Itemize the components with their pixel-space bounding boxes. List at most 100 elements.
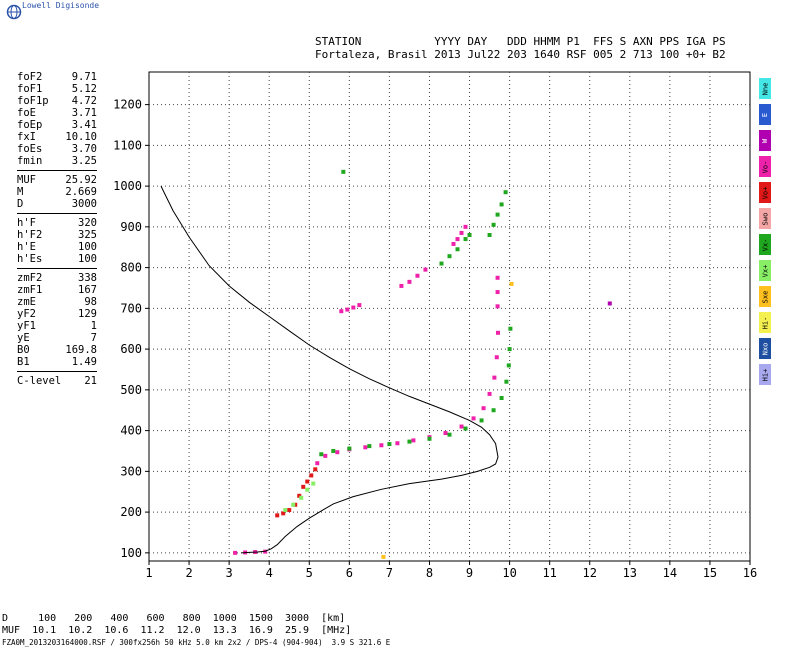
- param-row: foEs 3.70: [17, 143, 97, 155]
- param-row: h'E 100: [17, 241, 97, 253]
- legend-label: Sxe: [761, 290, 769, 303]
- param-value: 325: [78, 229, 97, 241]
- echo-point: [379, 443, 384, 448]
- x-tick-label: 12: [583, 566, 597, 580]
- echo-point: [281, 511, 286, 516]
- param-value: 169.8: [65, 344, 97, 356]
- param-label: fxI: [17, 131, 36, 143]
- x-tick-label: 15: [703, 566, 717, 580]
- echo-point: [427, 436, 432, 441]
- echo-point: [233, 550, 238, 555]
- param-row: yF2 129: [17, 308, 97, 320]
- param-row: D 3000: [17, 198, 97, 210]
- y-tick-label: 500: [120, 383, 142, 397]
- echo-point: [339, 309, 344, 314]
- param-value: 3.71: [71, 107, 97, 119]
- param-row: zmE 98: [17, 296, 97, 308]
- echo-point: [305, 487, 310, 492]
- echo-point: [351, 305, 356, 310]
- param-row: yE 7: [17, 332, 97, 344]
- echo-point: [463, 426, 468, 431]
- x-tick-label: 14: [663, 566, 677, 580]
- echo-point: [447, 254, 452, 259]
- legend-swatch: Hi-: [759, 312, 771, 333]
- echo-legend: Nne E W Vo- Vo+ Swo Vx- Vx+ Sxe Hi- Nxo Hi+: [759, 78, 771, 390]
- param-row: foF1 5.12: [17, 83, 97, 95]
- param-value: 10.10: [65, 131, 97, 143]
- electron-density-profile: [160, 185, 499, 554]
- legend-swatch: Nne: [759, 78, 771, 99]
- x-tick-label: 6: [346, 566, 353, 580]
- y-tick-label: 900: [120, 220, 142, 234]
- param-value: 4.72: [71, 95, 97, 107]
- param-value: 98: [84, 296, 97, 308]
- param-label: zmF2: [17, 272, 43, 284]
- x-tick-label: 1: [145, 566, 152, 580]
- y-tick-label: 600: [120, 342, 142, 356]
- param-row: h'F2 325: [17, 229, 97, 241]
- param-row: zmF1 167: [17, 284, 97, 296]
- param-row: fxI 10.10: [17, 131, 97, 143]
- legend-label: Vo-: [761, 160, 769, 173]
- param-value: 1.49: [71, 356, 97, 368]
- globe-logo-icon: [6, 4, 22, 20]
- echo-point: [509, 281, 514, 286]
- echo-point: [309, 473, 314, 478]
- legend-label: Vx+: [761, 264, 769, 277]
- echo-point: [487, 233, 492, 237]
- x-tick-label: 13: [623, 566, 637, 580]
- param-label: h'F: [17, 217, 36, 229]
- param-value: 3000: [71, 198, 97, 210]
- param-label: h'F2: [17, 229, 43, 241]
- echo-point: [341, 169, 346, 174]
- legend-label: Swo: [761, 212, 769, 225]
- echo-point: [479, 418, 484, 423]
- y-tick-label: 1000: [113, 179, 142, 193]
- echo-point: [311, 481, 316, 486]
- echo-point: [463, 224, 468, 229]
- x-tick-label: 11: [542, 566, 556, 580]
- param-label: B1: [17, 356, 30, 368]
- echo-point: [463, 237, 468, 242]
- legend-swatch: Vx+: [759, 260, 771, 281]
- param-label: D: [17, 198, 24, 210]
- echo-point: [491, 222, 496, 227]
- echo-point: [283, 508, 288, 513]
- echo-point: [415, 273, 420, 278]
- echo-point: [459, 230, 464, 235]
- muf-values-row: MUF 10.1 10.2 10.6 11.2 12.0 13.3 16.9 2…: [2, 625, 352, 636]
- echo-point: [495, 304, 500, 309]
- param-value: 100: [78, 241, 97, 253]
- echo-point: [347, 446, 352, 451]
- echo-point: [313, 467, 318, 472]
- echo-point: [495, 330, 500, 335]
- echo-point: [367, 444, 372, 449]
- param-value: 3.70: [71, 143, 97, 155]
- param-value: 9.71: [71, 71, 97, 83]
- param-row: MUF 25.92: [17, 174, 97, 186]
- param-value: 320: [78, 217, 97, 229]
- param-row: fmin 3.25: [17, 155, 97, 167]
- echo-point: [481, 406, 486, 411]
- legend-label: Vx-: [761, 238, 769, 251]
- param-label: h'E: [17, 241, 36, 253]
- echo-point: [315, 461, 320, 466]
- param-row: M 2.669: [17, 186, 97, 198]
- legend-label: Hi-: [761, 316, 769, 329]
- echo-point: [275, 513, 280, 518]
- param-label: MUF: [17, 174, 36, 186]
- echo-point: [507, 347, 512, 352]
- echo-point: [491, 408, 496, 413]
- x-tick-label: 4: [266, 566, 273, 580]
- param-row: yF1 1: [17, 320, 97, 332]
- echo-point: [331, 448, 336, 453]
- param-label: yF1: [17, 320, 36, 332]
- param-value: 129: [78, 308, 97, 320]
- echo-point: [451, 241, 456, 246]
- echo-point: [459, 424, 464, 429]
- echo-point: [305, 479, 310, 484]
- param-value: 1: [90, 320, 97, 332]
- param-label: zmE: [17, 296, 36, 308]
- param-separator: [17, 371, 97, 372]
- param-label: foEs: [17, 143, 43, 155]
